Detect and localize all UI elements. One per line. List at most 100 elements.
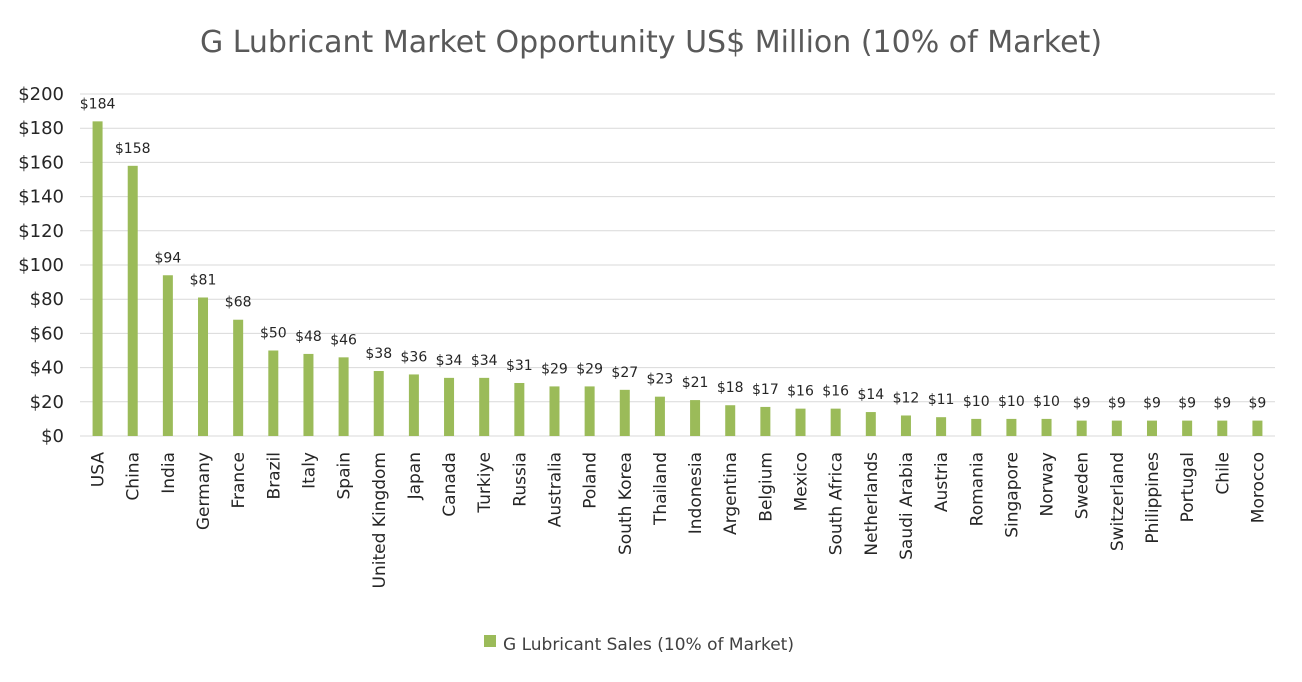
bar: [1111, 420, 1122, 436]
x-tick-label: Canada: [440, 452, 460, 517]
bar: [268, 350, 279, 436]
x-tick-label: Brazil: [264, 452, 284, 499]
data-label: $16: [822, 384, 849, 400]
y-tick-label: $100: [18, 255, 64, 276]
chart-title: G Lubricant Market Opportunity US$ Milli…: [200, 25, 1102, 60]
legend: G Lubricant Sales (10% of Market): [484, 635, 794, 655]
data-label: $46: [330, 332, 357, 348]
y-tick-label: $60: [30, 323, 64, 344]
data-label: $10: [998, 394, 1025, 410]
data-label: $184: [80, 96, 116, 112]
y-axis-ticks: $0 $20 $40 $60 $80 $100 $120 $140 $160 $180 $200: [18, 84, 64, 447]
bar: [936, 417, 947, 436]
y-tick-label: $40: [30, 358, 64, 379]
data-label: $9: [1108, 396, 1126, 412]
x-tick-label: Australia: [545, 452, 565, 527]
x-tick-label: United Kingdom: [370, 452, 390, 588]
bar: [479, 377, 490, 436]
x-tick-label: Saudi Arabia: [897, 452, 917, 560]
x-tick-label: Norway: [1038, 452, 1058, 517]
x-tick-label: Italy: [299, 452, 319, 489]
y-tick-label: $180: [18, 118, 64, 139]
data-label: $18: [717, 380, 744, 396]
data-label: $10: [963, 394, 990, 410]
legend-label: G Lubricant Sales (10% of Market): [503, 635, 794, 655]
bar: [1146, 420, 1157, 436]
bar: [1076, 420, 1087, 436]
data-label: $9: [1143, 396, 1161, 412]
x-tick-label: China: [124, 452, 144, 501]
data-label: $9: [1073, 396, 1091, 412]
bar: [584, 386, 595, 436]
x-tick-label: France: [229, 452, 249, 509]
y-tick-label: $20: [30, 392, 64, 413]
bar: [1041, 418, 1052, 436]
bar: [619, 389, 630, 436]
x-tick-label: Russia: [510, 452, 530, 507]
bar: [162, 275, 173, 436]
bar: [1182, 420, 1193, 436]
bar: [1006, 418, 1017, 436]
x-tick-label: Japan: [405, 452, 425, 500]
y-tick-label: $160: [18, 152, 64, 173]
bar: [549, 386, 560, 436]
x-tick-label: South Korea: [616, 452, 636, 555]
y-tick-label: $140: [18, 187, 64, 208]
x-tick-label: Poland: [581, 452, 601, 509]
data-label: $34: [471, 353, 498, 369]
data-label: $31: [506, 358, 533, 374]
bar: [514, 382, 525, 436]
data-label: $12: [893, 390, 920, 406]
data-label: $16: [787, 384, 814, 400]
x-tick-label: USA: [89, 452, 109, 488]
bar: [92, 121, 103, 437]
data-label: $81: [190, 272, 217, 288]
y-tick-label: $200: [18, 84, 64, 105]
bar: [338, 357, 349, 436]
x-tick-label: Germany: [194, 452, 214, 530]
data-label: $50: [260, 326, 287, 342]
bar: [198, 297, 209, 436]
gridlines: [80, 93, 1275, 437]
x-axis-ticks: USA China India Germany France Brazil Italy Spa…: [89, 452, 1269, 589]
x-tick-label: South Africa: [827, 452, 847, 555]
data-labels: $184 $158 $94 $81 $68 $50 $48 $46 $38 $36 $34 $34 $3…: [80, 96, 1267, 411]
x-tick-label: Chile: [1213, 452, 1233, 495]
x-tick-label: Argentina: [721, 452, 741, 535]
data-label: $29: [541, 361, 568, 377]
x-tick-label: Switzerland: [1108, 452, 1128, 551]
data-label: $29: [576, 361, 603, 377]
x-tick-label: Morocco: [1248, 452, 1268, 523]
bar: [1217, 420, 1228, 436]
bar: [373, 371, 384, 436]
data-label: $11: [928, 392, 955, 408]
x-tick-label: Spain: [335, 452, 355, 500]
data-label: $14: [857, 387, 884, 403]
bars: [92, 121, 1263, 437]
x-tick-label: Sweden: [1073, 452, 1093, 519]
x-tick-label: Thailand: [651, 452, 671, 526]
bar: [900, 415, 911, 436]
data-label: $9: [1178, 396, 1196, 412]
y-tick-label: $0: [41, 426, 64, 447]
x-tick-label: Portugal: [1178, 452, 1198, 522]
y-tick-label: $80: [30, 289, 64, 310]
x-tick-label: Singapore: [1002, 452, 1022, 538]
data-label: $23: [647, 372, 674, 388]
bar: [971, 418, 982, 436]
data-label: $38: [365, 346, 392, 362]
data-label: $34: [436, 353, 463, 369]
data-label: $9: [1213, 396, 1231, 412]
x-tick-label: Indonesia: [686, 452, 706, 534]
x-tick-label: Mexico: [792, 452, 812, 511]
legend-swatch: [484, 635, 496, 647]
x-tick-label: Romania: [967, 452, 987, 526]
bar: [127, 165, 138, 436]
y-tick-label: $120: [18, 221, 64, 242]
x-tick-label: Philippines: [1143, 452, 1163, 544]
bar: [760, 406, 771, 436]
bar: [690, 400, 701, 436]
x-tick-label: Netherlands: [862, 452, 882, 556]
bar: [408, 374, 419, 436]
